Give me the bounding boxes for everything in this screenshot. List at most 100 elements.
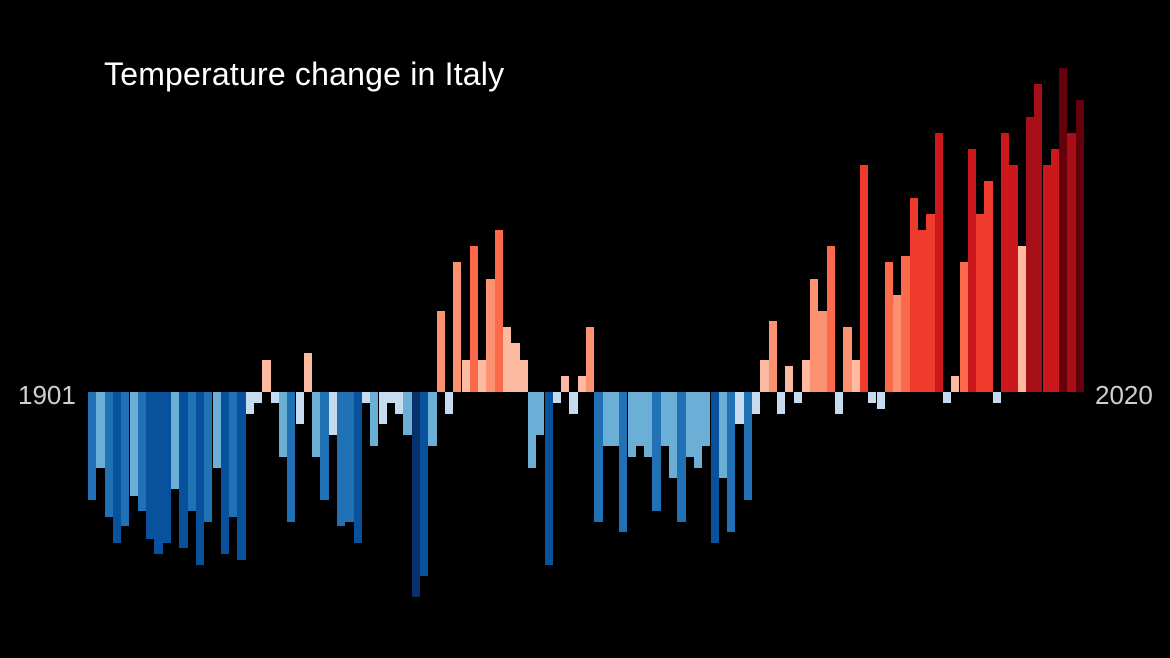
bar: [769, 321, 777, 392]
bar: [827, 246, 835, 392]
bar: [735, 392, 743, 424]
bar: [188, 392, 196, 511]
bar: [860, 165, 868, 392]
bar: [271, 392, 279, 403]
bar: [777, 392, 785, 414]
bar: [918, 230, 926, 392]
bar: [163, 392, 171, 543]
bar: [287, 392, 295, 522]
bar: [802, 360, 810, 392]
bar: [611, 392, 619, 446]
bar: [694, 392, 702, 468]
bar: [877, 392, 885, 409]
bar: [1001, 133, 1009, 392]
bar: [677, 392, 685, 522]
bar: [296, 392, 304, 424]
bar: [1009, 165, 1017, 392]
bar: [312, 392, 320, 457]
bar: [412, 392, 420, 597]
bar: [951, 376, 959, 392]
bar: [843, 327, 851, 392]
bar: [453, 262, 461, 392]
bar: [204, 392, 212, 522]
bar: [354, 392, 362, 543]
bar: [1018, 246, 1026, 392]
bar: [785, 366, 793, 392]
bar: [603, 392, 611, 446]
bar: [901, 256, 909, 392]
bar: [935, 133, 943, 392]
x-axis-end-label: 2020: [1095, 380, 1153, 411]
bar: [960, 262, 968, 392]
bar: [503, 327, 511, 392]
bar: [486, 279, 494, 392]
bar: [304, 353, 312, 392]
bar: [437, 311, 445, 392]
bar: [395, 392, 403, 414]
bar: [536, 392, 544, 435]
bar: [702, 392, 710, 446]
bar: [910, 198, 918, 392]
bar: [1051, 149, 1059, 392]
bar: [1034, 84, 1042, 392]
bar: [628, 392, 636, 457]
bar: [578, 376, 586, 392]
bar: [428, 392, 436, 446]
bar: [254, 392, 262, 403]
bar: [852, 360, 860, 392]
bar: [221, 392, 229, 554]
bar: [1067, 133, 1075, 392]
bar: [594, 392, 602, 522]
bar: [893, 295, 901, 392]
bar: [1026, 117, 1034, 392]
bar: [179, 392, 187, 548]
bar: [586, 327, 594, 392]
bar: [113, 392, 121, 543]
bar: [146, 392, 154, 539]
bar: [88, 392, 96, 500]
bar: [810, 279, 818, 392]
bar: [470, 246, 478, 392]
bar: [478, 360, 486, 392]
bar: [943, 392, 951, 403]
bar: [229, 392, 237, 517]
bar: [379, 392, 387, 424]
bar: [661, 392, 669, 446]
bar: [387, 392, 395, 403]
bar: [1076, 100, 1084, 392]
bar: [196, 392, 204, 565]
bar: [561, 376, 569, 392]
bar: [553, 392, 561, 403]
bar: [744, 392, 752, 500]
bar: [686, 392, 694, 457]
bar: [213, 392, 221, 468]
bar: [619, 392, 627, 532]
bar: [885, 262, 893, 392]
x-axis-start-label: 1901: [18, 380, 76, 411]
bar: [154, 392, 162, 554]
bar: [727, 392, 735, 532]
bar: [370, 392, 378, 446]
bar: [329, 392, 337, 435]
bar: [520, 360, 528, 392]
bar: [345, 392, 353, 522]
bar: [752, 392, 760, 414]
bar: [719, 392, 727, 478]
bar: [711, 392, 719, 543]
bar: [279, 392, 287, 457]
bar: [320, 392, 328, 500]
bar: [138, 392, 146, 511]
bar: [420, 392, 428, 576]
bar: [669, 392, 677, 478]
bar: [760, 360, 768, 392]
bar: [868, 392, 876, 403]
bar: [262, 360, 270, 392]
bar: [462, 360, 470, 392]
bar: [445, 392, 453, 414]
bar: [528, 392, 536, 468]
bar: [511, 343, 519, 392]
bar: [926, 214, 934, 392]
bar: [818, 311, 826, 392]
bar: [976, 214, 984, 392]
bar: [105, 392, 113, 517]
